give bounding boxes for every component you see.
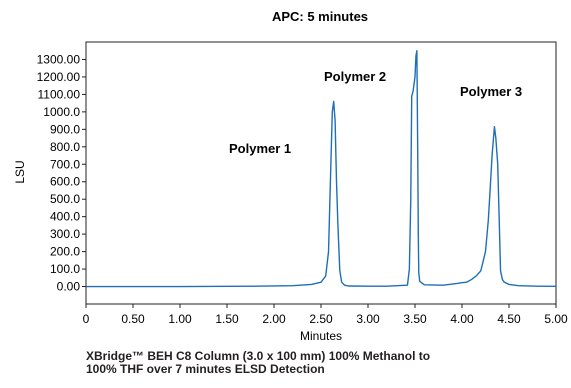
y-axis: 0.00 100.0 200.0 300.0 400.0 500.0 600.0 700.0 8… (37, 52, 86, 294)
x-axis-label: Minutes (300, 329, 342, 343)
x-tick-label: 0.50 (121, 312, 145, 326)
plot-area (85, 41, 557, 305)
y-tick-label: 300.0 (50, 227, 80, 241)
chart-title: APC: 5 minutes (272, 9, 368, 24)
x-tick-label: 5.00 (544, 312, 568, 326)
y-tick-label: 1000.0 (43, 105, 80, 119)
y-tick-label: 500.0 (50, 192, 80, 206)
annotation-polymer-1: Polymer 1 (229, 141, 291, 156)
y-tick-label: 400.0 (50, 210, 80, 224)
annotation-polymer-3: Polymer 3 (460, 84, 522, 99)
x-tick-label: 1.50 (215, 312, 239, 326)
y-tick-label: 800.0 (50, 140, 80, 154)
y-axis-label: LSU (13, 160, 27, 183)
x-tick-label: 0 (83, 312, 90, 326)
y-tick-label: 1100.00 (38, 87, 81, 101)
y-tick-label: 600.0 (50, 175, 80, 189)
x-tick-label: 3.00 (356, 312, 380, 326)
x-tick-label: 1.00 (168, 312, 192, 326)
y-tick-label: 1300.00 (37, 52, 81, 66)
x-tick-label: 3.50 (403, 312, 427, 326)
x-tick-label: 4.50 (497, 312, 521, 326)
caption-line-1: XBridge™ BEH C8 Column (3.0 x 100 mm) 10… (86, 349, 431, 363)
y-tick-label: 0.00 (57, 280, 81, 294)
x-axis: 0 0.50 1.00 1.50 2.00 2.50 3.00 3.50 4.00 4.50 5.0… (83, 304, 568, 326)
x-tick-label: 4.00 (450, 312, 474, 326)
caption: XBridge™ BEH C8 Column (3.0 x 100 mm) 10… (86, 350, 526, 376)
y-tick-label: 1200.00 (37, 70, 81, 84)
caption-line-2: 100% THF over 7 minutes ELSD Detection (86, 362, 325, 376)
x-tick-label: 2.00 (262, 312, 286, 326)
chromatogram-line (86, 50, 557, 288)
y-tick-label: 100.0 (50, 262, 80, 276)
annotation-polymer-2: Polymer 2 (324, 69, 386, 84)
y-tick-label: 200.0 (50, 245, 80, 259)
y-tick-label: 900.0 (50, 122, 80, 136)
x-tick-label: 2.50 (309, 312, 333, 326)
y-tick-label: 700.0 (50, 157, 80, 171)
